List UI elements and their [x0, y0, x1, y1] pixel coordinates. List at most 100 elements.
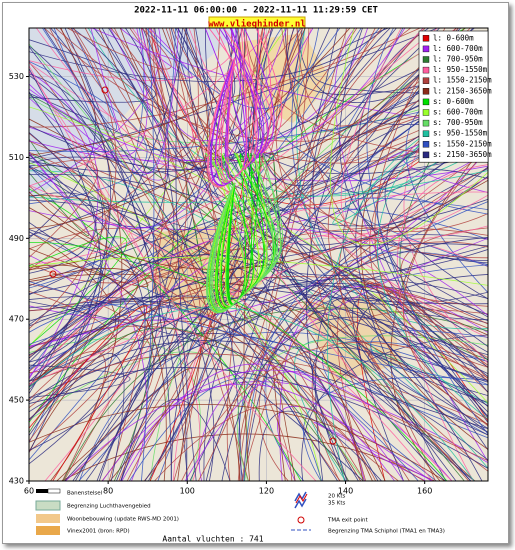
legend-text: Banenstelsel — [67, 491, 103, 497]
flight-track — [281, 28, 488, 358]
flight-track — [29, 268, 139, 385]
y-tick-label: 470 — [9, 315, 24, 324]
map-legend-texts: Banenstelsel Begrenzing Luchthavengebied… — [67, 491, 445, 535]
flight-track — [84, 28, 199, 157]
flight-track — [154, 28, 488, 246]
x-tick-label: 80 — [103, 487, 113, 496]
legend-label: l: 600-700m — [433, 44, 483, 53]
flight-track — [374, 28, 488, 368]
flight-track — [258, 151, 488, 481]
flight-track — [184, 371, 365, 481]
y-tick-label: 530 — [9, 72, 24, 81]
runway-icon — [36, 489, 48, 493]
flight-track — [29, 28, 221, 372]
legend-swatch — [422, 98, 430, 106]
flight-track — [212, 152, 274, 311]
y-tick-label: 450 — [9, 396, 24, 405]
flight-track — [352, 299, 488, 481]
legend-text: 20 Kts — [328, 494, 346, 500]
flight-track — [119, 28, 193, 79]
flight-track — [29, 28, 303, 171]
flight-track — [162, 28, 476, 481]
flight-track — [313, 421, 434, 481]
flight-track — [366, 28, 488, 435]
flight-track — [279, 285, 488, 481]
flight-track — [49, 28, 400, 481]
flight-track — [29, 191, 488, 388]
legend-label: l: 700-950m — [433, 55, 483, 64]
flight-track — [142, 28, 488, 233]
flight-track — [177, 28, 457, 481]
flight-track — [340, 28, 488, 238]
map-legend — [35, 488, 311, 535]
flight-track — [29, 314, 129, 370]
flight-track — [309, 28, 412, 481]
flight-track — [29, 159, 98, 258]
flight-track — [29, 28, 117, 330]
flight-track — [29, 314, 164, 348]
flight-track — [29, 295, 488, 375]
x-tick-label: 140 — [338, 487, 353, 496]
legend-swatch — [422, 56, 430, 63]
flight-track — [29, 67, 102, 363]
flight-track — [334, 28, 488, 463]
flight-track — [29, 273, 488, 426]
flight-track — [29, 28, 170, 369]
flight-track — [147, 28, 460, 481]
tma-exit — [101, 86, 109, 94]
flight-track — [339, 28, 488, 261]
flight-track — [181, 341, 488, 481]
vinex-icon — [36, 526, 60, 535]
flight-track — [29, 154, 146, 451]
legend-text: Begrenzing TMA Schiphol (TMA1 en TMA3) — [328, 529, 445, 535]
flight-track — [29, 28, 162, 194]
x-tick-label: 120 — [259, 487, 274, 496]
flight-track — [403, 148, 488, 420]
flight-track — [29, 39, 156, 103]
tma-exit — [329, 437, 337, 445]
flight-track — [29, 185, 488, 462]
flight-track — [29, 28, 169, 181]
flight-track — [145, 28, 319, 109]
flight-track — [116, 28, 476, 481]
flight-track — [29, 28, 187, 389]
flight-track — [29, 28, 362, 461]
legend-swatch — [422, 45, 430, 53]
flight-track — [29, 45, 172, 481]
y-tick-label: 510 — [9, 153, 24, 162]
flight-track — [29, 285, 488, 420]
flight-track — [238, 264, 488, 481]
flight-track — [141, 28, 155, 481]
flight-track — [29, 132, 293, 481]
flight-track — [29, 28, 425, 265]
flight-track — [29, 281, 488, 386]
flight-track — [140, 28, 488, 307]
flight-track — [370, 330, 488, 436]
flight-track — [29, 92, 488, 318]
x-tick-label: 60 — [24, 487, 34, 496]
wind-icon — [294, 491, 307, 509]
legend-text: Begrenzing Luchthavengebied — [67, 504, 151, 510]
legend-label: s: 950-1550m — [433, 129, 488, 138]
flight-track — [175, 28, 197, 481]
flight-track — [29, 242, 448, 481]
flight-track — [312, 28, 426, 132]
legend-swatch — [422, 130, 430, 137]
legend-box — [418, 30, 489, 163]
flight-track — [29, 173, 488, 424]
frame: 2022-11-11 06:00:00 - 2022-11-11 11:29:5… — [2, 2, 509, 544]
flight-track — [98, 28, 241, 481]
flight-track — [29, 87, 488, 144]
flight-track — [336, 287, 488, 481]
flight-track — [238, 167, 488, 481]
legend-label: l: 2150-3650m — [433, 86, 492, 95]
flight-track — [322, 340, 488, 481]
x-tick-label: 100 — [180, 487, 195, 496]
flight-track — [221, 316, 488, 481]
legend-swatch — [422, 141, 430, 148]
flight-track — [220, 28, 258, 182]
legend-label: l: 0-600m — [433, 33, 474, 42]
url[interactable]: www.vlieghinder.nl — [208, 19, 306, 30]
flight-track — [29, 367, 488, 469]
legend-swatch — [422, 119, 430, 127]
